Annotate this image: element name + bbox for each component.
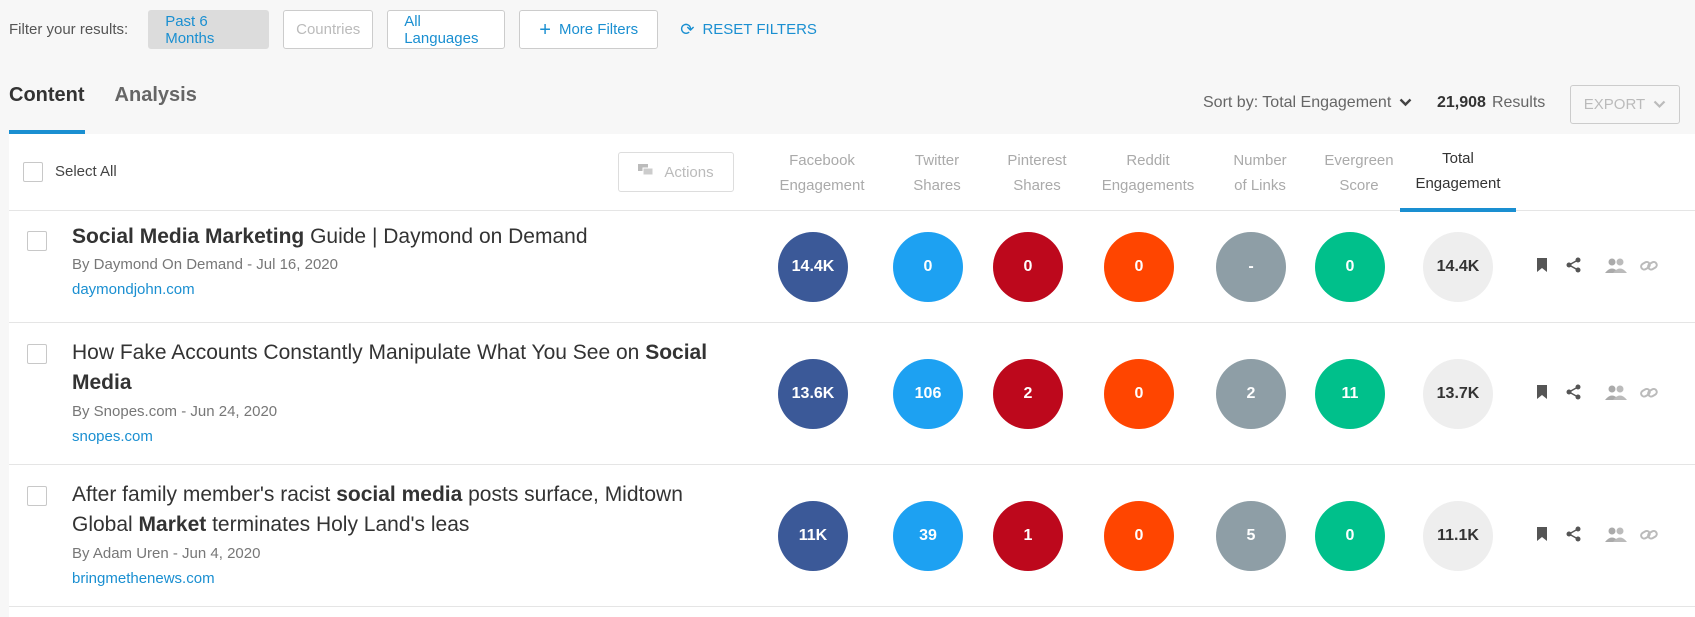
bookmark-icon[interactable] [1536,526,1548,547]
link-icon[interactable] [1640,385,1658,405]
article-title[interactable]: Social Media Marketing Guide | Daymond o… [72,225,588,248]
sort-label: Sort by: Total Engagement [1203,94,1392,111]
results-number: 21,908 [1437,94,1486,111]
sort-dropdown[interactable]: Sort by: Total Engagement [1203,94,1412,112]
total-engagement-value: 14.4K [1423,232,1493,302]
pinterest-shares-value: 0 [993,232,1063,302]
pinterest-shares-value: 2 [993,359,1063,429]
reddit-engagements-value: 0 [1104,501,1174,571]
article-domain-link[interactable]: bringmethenews.com [72,570,215,587]
people-icon[interactable] [1605,385,1627,405]
people-icon[interactable] [1605,258,1627,278]
select-all-checkbox[interactable] [23,162,43,182]
chevron-down-icon [1399,96,1412,110]
number-of-links-value: - [1216,232,1286,302]
link-icon[interactable] [1640,258,1658,278]
bookmark-icon[interactable] [1536,384,1548,405]
results-count: 21,908 Results [1437,94,1545,112]
content-table: Select All Actions Facebook Engagement Tw… [9,134,1695,617]
evergreen-score-value: 11 [1315,359,1385,429]
actions-button[interactable]: Actions [618,152,734,192]
total-engagement-value: 11.1K [1423,501,1493,571]
filter-bar: Filter your results: Past 6 Months Count… [9,10,817,49]
article-byline: By Snopes.com - Jun 24, 2020 [72,403,278,420]
export-button[interactable]: EXPORT [1570,85,1680,124]
column-header-total-engagement[interactable]: Total Engagement [1400,146,1516,212]
table-header: Select All Actions Facebook Engagement Tw… [9,134,1695,212]
tab-analysis[interactable]: Analysis [114,84,197,106]
facebook-engagement-value: 14.4K [778,232,848,302]
facebook-engagement-value: 13.6K [778,359,848,429]
number-of-links-value: 2 [1216,359,1286,429]
chevron-down-icon [1653,98,1666,112]
column-header-facebook[interactable]: Facebook Engagement [779,152,865,194]
languages-filter-button[interactable]: All Languages [387,10,506,49]
comments-icon [638,164,654,180]
twitter-shares-value: 39 [893,501,963,571]
article-title[interactable]: How Fake Accounts Constantly Manipulate … [72,341,708,394]
table-row: Social Media Marketing Guide | Daymond o… [9,211,1695,323]
people-icon[interactable] [1605,527,1627,547]
countries-filter-button[interactable]: Countries [283,10,374,49]
row-checkbox[interactable] [27,344,47,364]
article-domain-link[interactable]: daymondjohn.com [72,281,195,298]
table-row: How Fake Accounts Constantly Manipulate … [9,323,1695,465]
row-checkbox[interactable] [27,486,47,506]
reset-filters-label: RESET FILTERS [702,21,817,38]
row-checkbox[interactable] [27,231,47,251]
facebook-engagement-value: 11K [778,501,848,571]
share-icon[interactable] [1566,526,1581,547]
select-all-label: Select All [55,163,117,180]
evergreen-score-value: 0 [1315,501,1385,571]
column-header-links[interactable]: Number of Links [1233,152,1287,194]
plus-icon: + [539,18,551,41]
column-header-evergreen[interactable]: Evergreen Score [1324,152,1394,194]
tab-content[interactable]: Content [9,84,85,134]
share-icon[interactable] [1566,384,1581,405]
twitter-shares-value: 0 [893,232,963,302]
filter-label: Filter your results: [9,21,129,38]
article-title[interactable]: After family member's racist social medi… [72,483,683,536]
more-filters-button[interactable]: + More Filters [519,10,659,49]
column-header-twitter[interactable]: Twitter Shares [913,152,961,194]
reset-filters-button[interactable]: ⟳ RESET FILTERS [680,20,817,40]
share-icon[interactable] [1566,257,1581,278]
pinterest-shares-value: 1 [993,501,1063,571]
evergreen-score-value: 0 [1315,232,1385,302]
reddit-engagements-value: 0 [1104,359,1174,429]
view-tabs: Content Analysis [9,84,227,134]
column-header-pinterest[interactable]: Pinterest Shares [1007,152,1067,194]
link-icon[interactable] [1640,527,1658,547]
export-label: EXPORT [1583,96,1646,113]
table-row: After family member's racist social medi… [9,465,1695,607]
total-engagement-value: 13.7K [1423,359,1493,429]
number-of-links-value: 5 [1216,501,1286,571]
refresh-icon: ⟳ [680,19,695,39]
actions-label: Actions [664,163,714,181]
article-byline: By Daymond On Demand - Jul 16, 2020 [72,256,338,273]
article-domain-link[interactable]: snopes.com [72,428,153,445]
reddit-engagements-value: 0 [1104,232,1174,302]
results-label: Results [1491,94,1546,111]
bookmark-icon[interactable] [1536,257,1548,278]
column-header-reddit[interactable]: Reddit Engagements [1101,152,1195,194]
date-range-filter-button[interactable]: Past 6 Months [148,10,270,49]
article-byline: By Adam Uren - Jun 4, 2020 [72,545,261,562]
more-filters-label: More Filters [558,21,639,38]
twitter-shares-value: 106 [893,359,963,429]
